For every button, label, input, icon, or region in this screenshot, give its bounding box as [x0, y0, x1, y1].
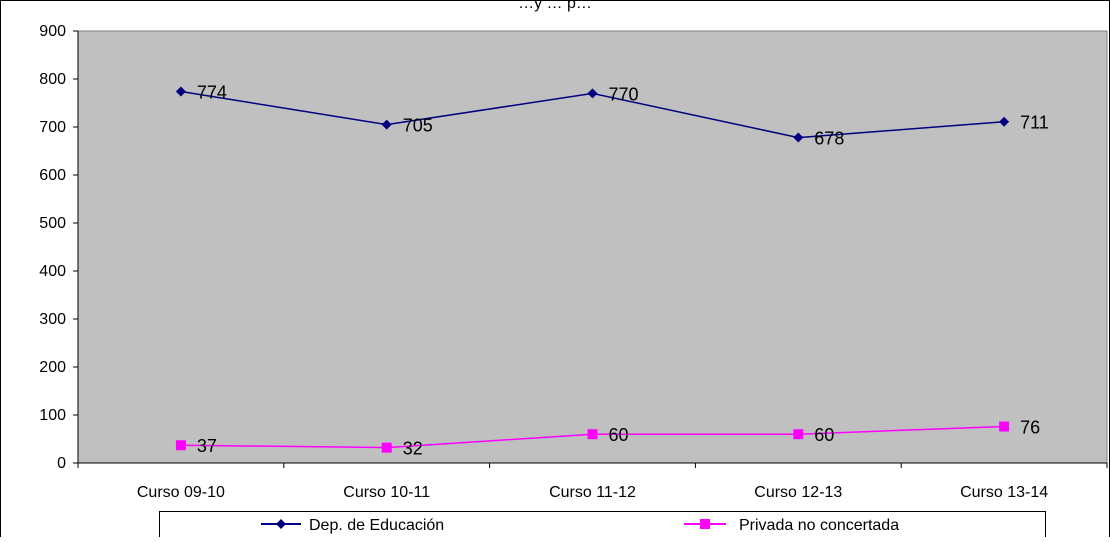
x-tick-label: Curso 13-14: [960, 484, 1048, 501]
y-tick-label: 900: [39, 23, 66, 40]
y-tick-label: 800: [39, 71, 66, 88]
data-label-dep-de-educacion: 774: [197, 82, 227, 102]
data-point-privada-no-concertada: [175, 440, 186, 451]
x-tick-label: Curso 09-10: [137, 484, 225, 501]
legend-label-privada: Privada no concertada: [739, 517, 899, 534]
y-tick-label: 300: [39, 311, 66, 328]
data-label-dep-de-educacion: 705: [403, 116, 433, 136]
data-label-privada-no-concertada: 76: [1020, 418, 1040, 438]
y-tick-label: 500: [39, 215, 66, 232]
data-point-dep-de-educacion: [793, 132, 804, 143]
data-label-dep-de-educacion: 770: [609, 84, 639, 104]
y-tick-label: 200: [39, 359, 66, 376]
data-label-privada-no-concertada: 37: [197, 436, 217, 456]
y-tick-label: 100: [39, 407, 66, 424]
data-point-dep-de-educacion: [999, 116, 1010, 127]
x-tick-label: Curso 10-11: [343, 484, 430, 501]
data-label-dep-de-educacion: 711: [1020, 113, 1049, 133]
data-point-privada-no-concertada: [381, 442, 392, 453]
y-tick-label: 400: [39, 263, 66, 280]
chart-title: …y … p…: [518, 0, 592, 12]
data-point-dep-de-educacion: [381, 119, 392, 130]
data-label-privada-no-concertada: 60: [814, 425, 834, 445]
data-point-dep-de-educacion: [587, 88, 598, 99]
y-tick-label: 0: [57, 455, 66, 472]
data-label-privada-no-concertada: 32: [403, 439, 423, 459]
legend-label-dep-educacion: Dep. de Educación: [309, 517, 444, 534]
legend-marker-dep-educacion: [276, 519, 286, 529]
data-point-dep-de-educacion: [175, 86, 186, 97]
data-label-privada-no-concertada: 60: [609, 425, 629, 445]
x-tick-label: Curso 11-12: [549, 484, 636, 501]
y-tick-label: 700: [39, 119, 66, 136]
y-tick-label: 600: [39, 167, 66, 184]
data-label-dep-de-educacion: 678: [814, 129, 844, 149]
data-point-privada-no-concertada: [793, 429, 804, 440]
legend: Dep. de Educación Privada no concertada: [159, 511, 1046, 542]
data-point-privada-no-concertada: [999, 421, 1010, 432]
legend-marker-privada: [700, 519, 710, 529]
x-tick-label: Curso 12-13: [754, 484, 842, 501]
data-point-privada-no-concertada: [587, 429, 598, 440]
